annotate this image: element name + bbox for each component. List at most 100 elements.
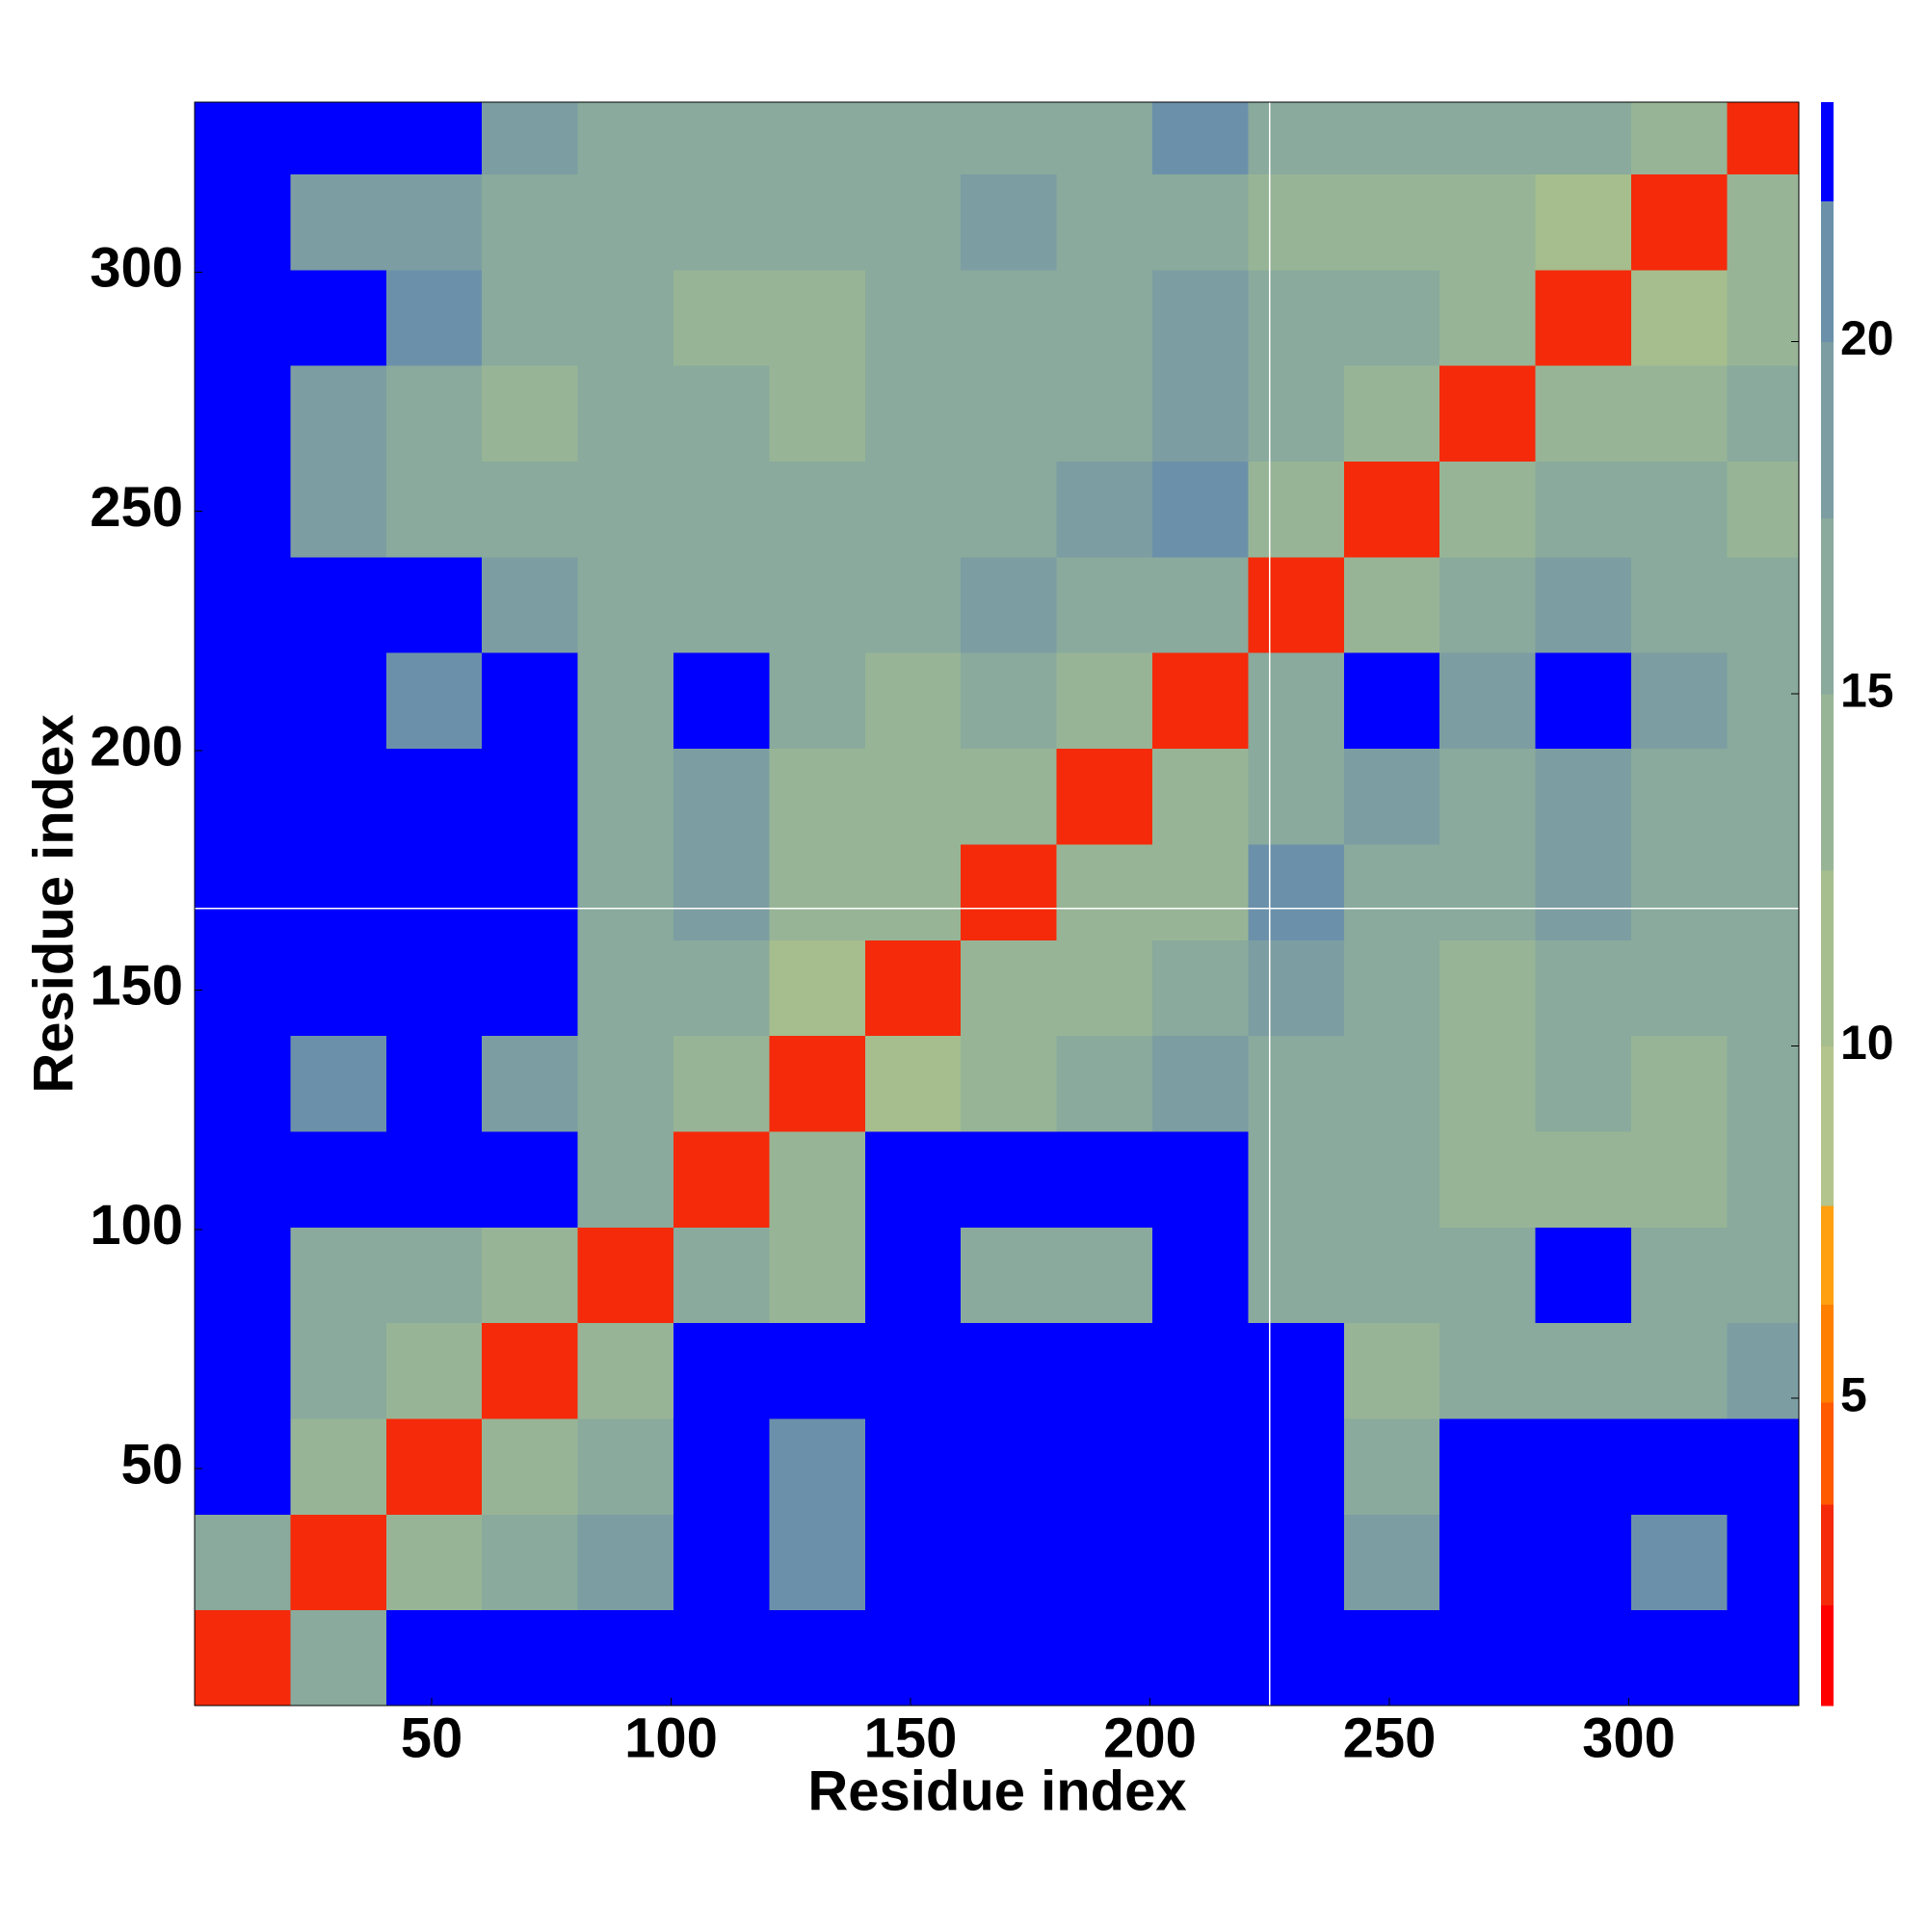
heatmap-cell bbox=[1727, 269, 1800, 366]
heatmap-cell bbox=[1248, 365, 1345, 463]
heatmap-cell bbox=[769, 1035, 866, 1132]
heatmap-cell bbox=[482, 1227, 579, 1324]
colorbar-band bbox=[1821, 1304, 1834, 1403]
heatmap-cell bbox=[673, 1609, 770, 1707]
heatmap-cell bbox=[1439, 365, 1537, 463]
heatmap-cell bbox=[577, 843, 674, 940]
heatmap-cell bbox=[1152, 1609, 1249, 1707]
heatmap-cell bbox=[1152, 1227, 1249, 1324]
heatmap-cell bbox=[1056, 556, 1153, 653]
heatmap-cell bbox=[1727, 1322, 1800, 1419]
heatmap-cell bbox=[769, 1130, 866, 1228]
heatmap-cell bbox=[385, 1227, 483, 1324]
heatmap-cell bbox=[1631, 843, 1728, 940]
heatmap-cell bbox=[482, 1514, 579, 1611]
heatmap-cell bbox=[961, 102, 1058, 175]
heatmap-cell bbox=[195, 173, 291, 271]
heatmap-cell bbox=[290, 748, 387, 845]
colorbar-band bbox=[1821, 694, 1834, 871]
heatmap-cell bbox=[1343, 1417, 1440, 1515]
heatmap-cell bbox=[864, 843, 962, 940]
heatmap-cell bbox=[577, 1322, 674, 1419]
heatmap-cell bbox=[482, 1130, 579, 1228]
heatmap-cell bbox=[1248, 1322, 1345, 1419]
heatmap-cell bbox=[577, 1130, 674, 1228]
heatmap-cell bbox=[385, 1609, 483, 1707]
heatmap-cell bbox=[385, 269, 483, 366]
heatmap-cell bbox=[1535, 365, 1632, 463]
x-tick-label: 100 bbox=[624, 1707, 718, 1769]
heatmap-cell bbox=[195, 748, 291, 845]
heatmap-cell bbox=[1727, 1130, 1800, 1228]
heatmap-cell bbox=[482, 365, 579, 463]
heatmap-cell bbox=[577, 102, 674, 175]
y-tick-label: 200 bbox=[90, 715, 183, 778]
heatmap-cell bbox=[1152, 269, 1249, 366]
heatmap-cell bbox=[1631, 1130, 1728, 1228]
heatmap-cell bbox=[482, 102, 579, 175]
heatmap-cell bbox=[482, 1322, 579, 1419]
heatmap-cell bbox=[769, 173, 866, 271]
heatmap-cell bbox=[1631, 1417, 1728, 1515]
heatmap-cell bbox=[1439, 843, 1537, 940]
heatmap-cell bbox=[673, 940, 770, 1037]
heatmap-cell bbox=[290, 843, 387, 940]
x-tick-label: 50 bbox=[401, 1707, 463, 1769]
heatmap-cell bbox=[864, 1417, 962, 1515]
heatmap-cell bbox=[1152, 461, 1249, 558]
colorbar-band bbox=[1821, 517, 1834, 695]
heatmap-cell bbox=[1248, 461, 1345, 558]
heatmap-cell bbox=[1535, 748, 1632, 845]
colorbar-band bbox=[1821, 1604, 1834, 1707]
heatmap-cell bbox=[864, 173, 962, 271]
heatmap-cell bbox=[864, 748, 962, 845]
heatmap-cell bbox=[961, 652, 1058, 750]
heatmap-cell bbox=[1535, 173, 1632, 271]
colorbar-tick-label: 20 bbox=[1840, 311, 1894, 365]
heatmap-cell bbox=[673, 1417, 770, 1515]
heatmap-cell bbox=[1056, 1514, 1153, 1611]
heatmap-cell bbox=[769, 556, 866, 653]
heatmap-cell bbox=[482, 748, 579, 845]
heatmap-cell bbox=[864, 1609, 962, 1707]
heatmap-cell bbox=[290, 1514, 387, 1611]
heatmap-cell bbox=[1343, 748, 1440, 845]
colorbar-tick-label: 5 bbox=[1840, 1367, 1867, 1421]
heatmap-cell bbox=[1152, 365, 1249, 463]
heatmap-cell bbox=[1152, 652, 1249, 750]
heatmap-cell bbox=[1535, 843, 1632, 940]
heatmap-cell bbox=[577, 652, 674, 750]
plot-frame bbox=[194, 101, 1800, 1707]
heatmap-cell bbox=[1439, 1609, 1537, 1707]
heatmap-cell bbox=[385, 652, 483, 750]
y-axis-label: Residue index bbox=[22, 714, 85, 1093]
heatmap-cell bbox=[1439, 748, 1537, 845]
heatmap-cell bbox=[1631, 1035, 1728, 1132]
heatmap-cell bbox=[673, 748, 770, 845]
heatmap-cell bbox=[1248, 940, 1345, 1037]
heatmap-cell bbox=[1727, 1514, 1800, 1611]
heatmap-cell bbox=[1056, 461, 1153, 558]
heatmap-cell bbox=[1631, 173, 1728, 271]
colorbar-band bbox=[1821, 1045, 1834, 1206]
y-tick-label: 300 bbox=[90, 237, 183, 300]
heatmap-cell bbox=[1439, 1130, 1537, 1228]
colorbar-band bbox=[1821, 1204, 1834, 1305]
heatmap-cell bbox=[385, 748, 483, 845]
heatmap-cell bbox=[1727, 1417, 1800, 1515]
heatmap-cell bbox=[1056, 102, 1153, 175]
heatmap-cell bbox=[769, 843, 866, 940]
x-axis-label: Residue index bbox=[807, 1760, 1186, 1822]
heatmap-cell bbox=[1535, 1130, 1632, 1228]
heatmap-cell bbox=[864, 1514, 962, 1611]
heatmap-cell bbox=[864, 102, 962, 175]
heatmap-cell bbox=[1631, 365, 1728, 463]
heatmap-cell bbox=[290, 1609, 387, 1707]
heatmap-cell bbox=[961, 748, 1058, 845]
heatmap-cell bbox=[769, 652, 866, 750]
heatmap-cell bbox=[1727, 173, 1800, 271]
heatmap-cell bbox=[577, 1417, 674, 1515]
heatmap-cell bbox=[1727, 556, 1800, 653]
heatmap-cell bbox=[673, 461, 770, 558]
